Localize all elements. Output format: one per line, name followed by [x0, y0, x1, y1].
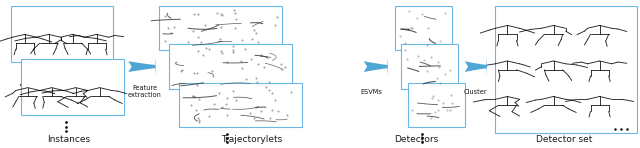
Text: Cluster: Cluster: [464, 89, 488, 95]
Bar: [11, 6, 113, 62]
Bar: [169, 44, 292, 89]
Text: ESVMs: ESVMs: [361, 89, 383, 95]
Bar: [495, 6, 637, 133]
Bar: [159, 6, 282, 50]
Bar: [395, 6, 452, 50]
Bar: [179, 83, 302, 127]
Bar: [401, 44, 458, 89]
Text: Detector set: Detector set: [536, 135, 593, 144]
Text: Instances: Instances: [47, 135, 90, 144]
Text: Trajectorylets: Trajectorylets: [221, 135, 282, 144]
Bar: [408, 83, 465, 127]
Text: Detectors: Detectors: [394, 135, 438, 144]
Text: Feature
extraction: Feature extraction: [127, 85, 161, 98]
Bar: [22, 59, 124, 115]
